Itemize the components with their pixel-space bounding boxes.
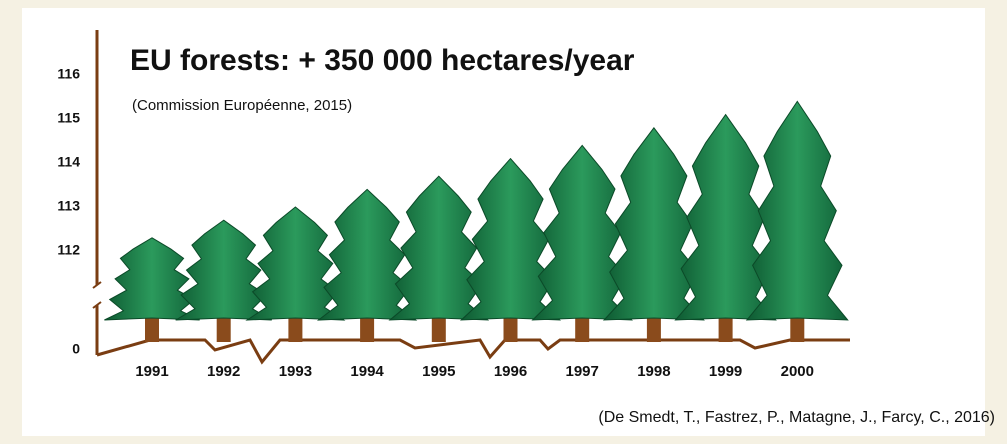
tree [245, 206, 346, 321]
tree [388, 175, 490, 321]
subtitle: (Commission Européenne, 2015) [132, 97, 352, 114]
chart-title: EU forests: + 350 000 hectares/year [130, 44, 635, 77]
x-tick-label: 2000 [781, 363, 814, 380]
x-tick-label: 1992 [207, 363, 240, 380]
axis-break [92, 281, 102, 309]
y-tick-label: 0 [72, 341, 80, 357]
trunk [790, 316, 805, 342]
tree [531, 144, 633, 321]
tree [602, 126, 705, 321]
tree [745, 100, 849, 321]
x-tick-label: 1994 [350, 363, 384, 380]
x-tick-label: 1993 [279, 363, 312, 380]
tree [175, 219, 272, 321]
ground-line [96, 338, 850, 365]
tree [316, 188, 418, 321]
x-tick-label: 1996 [494, 363, 527, 380]
x-tick-label: 1999 [709, 363, 742, 380]
x-tick-label: 1997 [566, 363, 599, 380]
trunk [288, 316, 303, 342]
x-tick-label: 1995 [422, 363, 455, 380]
trunk [216, 316, 231, 342]
x-tick-label: 1991 [135, 363, 168, 380]
tree [459, 157, 562, 321]
tree [104, 237, 200, 321]
trunk [575, 316, 590, 342]
trunk [718, 316, 733, 342]
y-tick-label: 112 [57, 242, 80, 258]
source: (De Smedt, T., Fastrez, P., Matagne, J.,… [598, 409, 995, 426]
trunk [503, 316, 518, 342]
y-tick-label: 114 [57, 154, 80, 170]
y-tick-label: 115 [57, 110, 80, 126]
trunk [431, 316, 446, 342]
y-tick-label: 116 [57, 66, 80, 82]
tree [674, 113, 777, 321]
x-tick-label: 1998 [637, 363, 670, 380]
trunk [145, 316, 159, 342]
trunk [646, 316, 661, 342]
y-tick-label: 113 [57, 198, 80, 214]
trunk [360, 316, 375, 342]
